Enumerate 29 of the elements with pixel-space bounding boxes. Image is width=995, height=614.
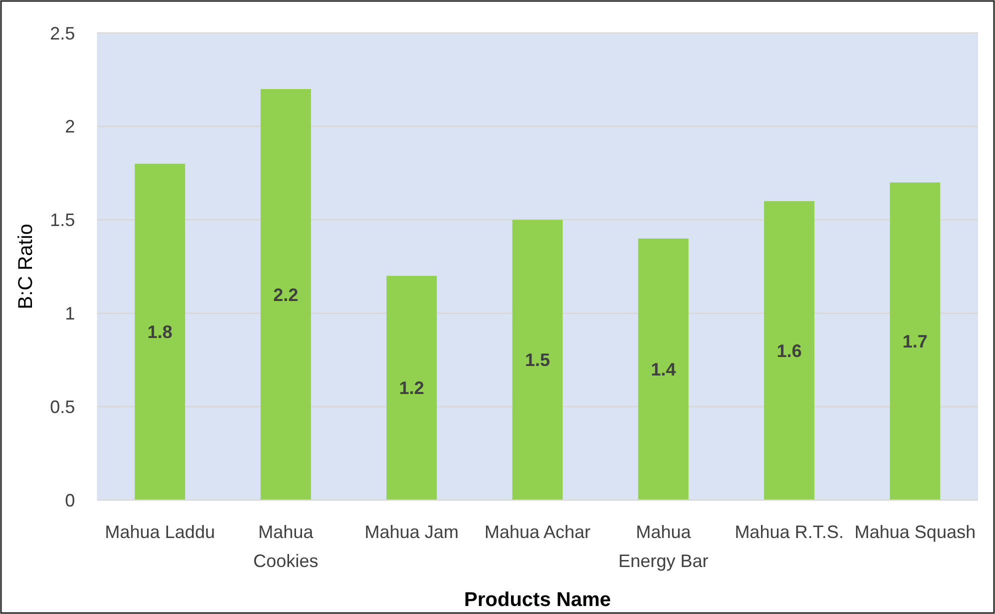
bar bbox=[260, 89, 311, 500]
x-tick-label: Mahua Energy Bar bbox=[618, 522, 708, 571]
bar bbox=[890, 182, 940, 500]
data-label: 1.5 bbox=[524, 350, 550, 370]
x-tick-label: Mahua Squash bbox=[854, 522, 976, 542]
x-tick-label: Mahua Achar bbox=[484, 522, 591, 542]
y-tick-label: 0 bbox=[64, 490, 75, 510]
data-label: 1.8 bbox=[147, 322, 172, 342]
bar bbox=[134, 164, 186, 500]
y-tick-label: 2 bbox=[64, 116, 75, 137]
x-tick-label: Mahua Jam bbox=[364, 522, 459, 542]
x-axis-title: Products Name bbox=[464, 589, 611, 611]
y-tick-label: 1.5 bbox=[50, 210, 75, 230]
data-label: 1.4 bbox=[650, 360, 676, 380]
x-tick-label: Mahua Laddu bbox=[104, 522, 215, 542]
y-axis-title: B:C Ratio bbox=[15, 224, 37, 310]
y-tick-label: 2.5 bbox=[50, 23, 75, 44]
data-label: 2.2 bbox=[273, 284, 298, 305]
x-tick-label: Mahua R.T.S. bbox=[734, 522, 844, 542]
x-tick-label: Mahua Cookies bbox=[253, 522, 318, 571]
data-label: 1.6 bbox=[776, 340, 802, 361]
data-label: 1.2 bbox=[399, 378, 424, 398]
bar bbox=[764, 201, 814, 500]
data-label: 1.7 bbox=[902, 332, 928, 352]
bar bbox=[512, 220, 563, 500]
bar bbox=[386, 276, 437, 500]
bar bbox=[638, 238, 689, 500]
y-tick-label: 0.5 bbox=[50, 396, 75, 417]
y-tick-label: 1 bbox=[64, 304, 75, 324]
